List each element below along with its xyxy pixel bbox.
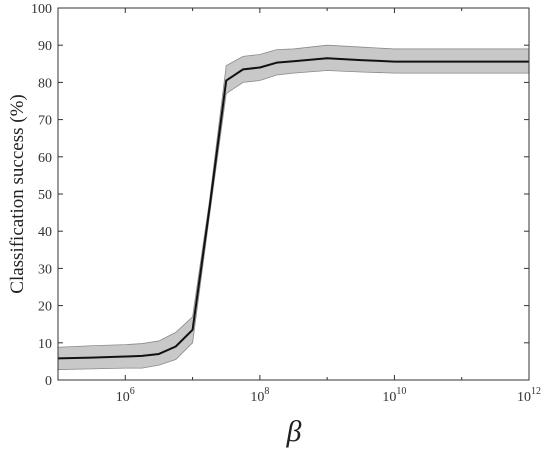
y-tick-label: 100: [31, 2, 52, 17]
x-tick-label: 1012: [517, 386, 541, 405]
x-tick-label: 106: [116, 386, 135, 405]
y-tick-label: 60: [38, 151, 52, 166]
plot-area: [57, 44, 529, 370]
y-tick-label: 10: [38, 337, 52, 352]
y-axis-title: Classification success (%): [7, 94, 28, 293]
y-tick-label: 70: [38, 114, 52, 129]
y-tick-label: 90: [38, 39, 52, 54]
y-tick-label: 80: [38, 76, 52, 91]
x-tick-label: 1010: [382, 386, 406, 405]
y-tick-label: 30: [38, 262, 52, 277]
band-upper-edge: [57, 44, 529, 348]
x-tick-label: 108: [250, 386, 269, 405]
confidence-band: [58, 45, 529, 370]
mean-line: [57, 57, 529, 360]
x-axis-title: β: [286, 415, 302, 448]
y-tick-label: 50: [38, 188, 52, 203]
y-tick-label: 0: [45, 374, 52, 389]
y-tick-label: 40: [38, 225, 52, 240]
axes: 0 10 20 30 40 50 60 70 80 90 100 106 108 1010 1012: [31, 2, 541, 405]
band-lower-edge: [57, 70, 529, 370]
y-tick-label: 20: [38, 300, 52, 315]
